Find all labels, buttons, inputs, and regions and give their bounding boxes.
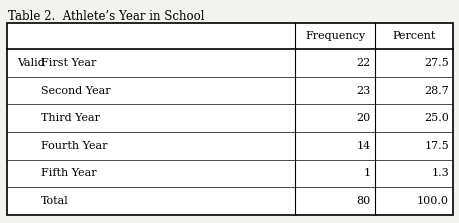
Text: First Year: First Year [41,58,96,68]
Text: Frequency: Frequency [304,31,364,41]
Text: Percent: Percent [392,31,435,41]
Text: 28.7: 28.7 [423,85,448,95]
Bar [7,23,452,215]
Text: 1.3: 1.3 [431,169,448,178]
Text: 17.5: 17.5 [423,141,448,151]
Text: Third Year: Third Year [41,113,100,123]
Text: Fifth Year: Fifth Year [41,169,96,178]
Text: 27.5: 27.5 [423,58,448,68]
Text: 1: 1 [363,169,370,178]
Text: 22: 22 [356,58,370,68]
Text: 20: 20 [356,113,370,123]
Text: Fourth Year: Fourth Year [41,141,107,151]
Text: 100.0: 100.0 [416,196,448,206]
Text: 80: 80 [356,196,370,206]
Text: Valid: Valid [17,58,45,68]
Text: Table 2.  Athlete’s Year in School: Table 2. Athlete’s Year in School [8,10,204,23]
Text: 14: 14 [356,141,370,151]
Text: Total: Total [41,196,68,206]
Text: 23: 23 [356,85,370,95]
Text: Second Year: Second Year [41,85,110,95]
Text: 25.0: 25.0 [423,113,448,123]
